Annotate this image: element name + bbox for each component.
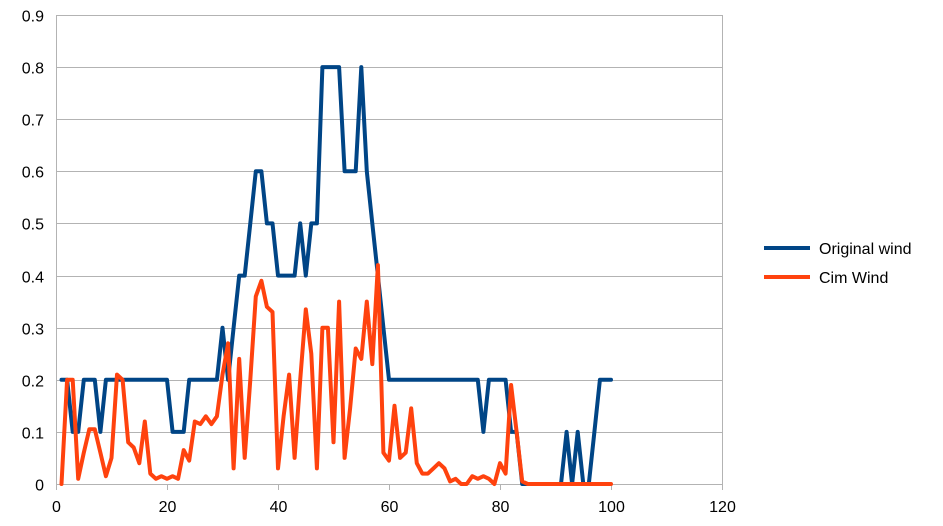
x-tick-label: 120 (709, 499, 736, 516)
series-lines (59, 65, 613, 486)
y-tick-label: 0 (35, 478, 44, 495)
x-tick-label: 40 (270, 499, 288, 516)
y-tick-labels: 0 0.1 0.2 0.3 0.4 0.5 0.6 0.7 0.8 0.9 (22, 9, 44, 495)
legend: Original wind Cim Wind (764, 241, 911, 287)
axes (56, 15, 723, 490)
y-tick-label: 0.4 (22, 270, 44, 287)
y-tick-label: 0.6 (22, 165, 44, 182)
x-tick-label: 0 (52, 499, 61, 516)
y-tick-label: 0.8 (22, 61, 44, 78)
x-tick-label: 80 (492, 499, 510, 516)
legend-label: Cim Wind (819, 270, 888, 287)
y-tick-label: 0.7 (22, 113, 44, 130)
y-tick-label: 0.1 (22, 426, 44, 443)
x-tick-label: 60 (381, 499, 399, 516)
series-line-1 (59, 263, 613, 486)
y-tick-label: 0.9 (22, 9, 44, 26)
y-tick-label: 0.3 (22, 322, 44, 339)
x-tick-label: 100 (598, 499, 625, 516)
x-tick-labels: 0 20 40 60 80 100 120 (52, 499, 736, 516)
y-tick-label: 0.5 (22, 217, 44, 234)
legend-label: Original wind (819, 241, 911, 258)
gridlines (56, 15, 722, 485)
y-tick-label: 0.2 (22, 374, 44, 391)
x-tick-label: 20 (159, 499, 177, 516)
